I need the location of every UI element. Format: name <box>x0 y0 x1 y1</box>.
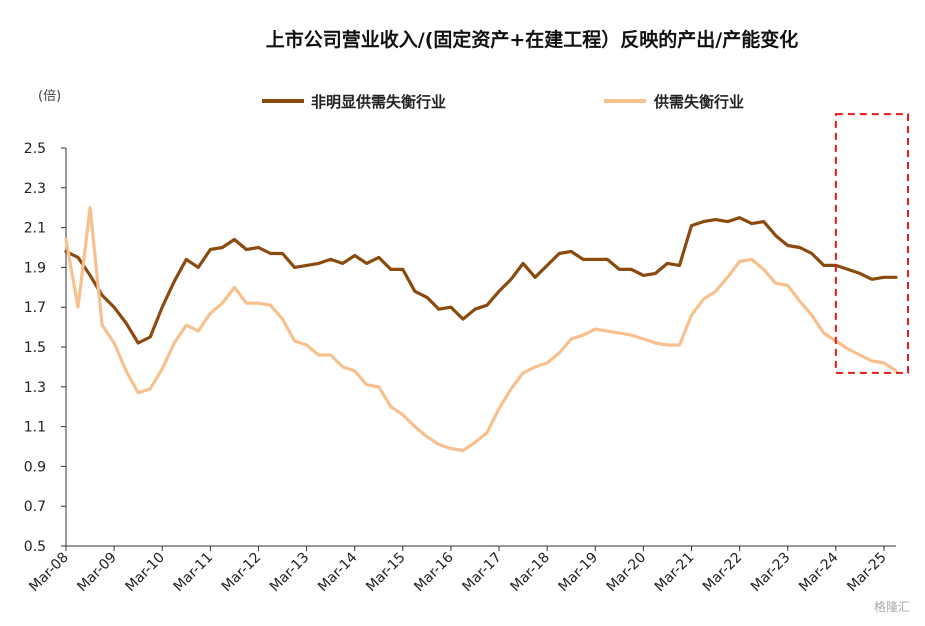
x-tick-label: Mar-15 <box>363 550 409 596</box>
x-tick-label: Mar-25 <box>844 550 890 596</box>
series-layer <box>64 206 898 453</box>
y-tick-label: 1.5 <box>24 340 46 356</box>
x-tick-label: Mar-19 <box>556 550 602 596</box>
y-tick-label: 1.3 <box>24 380 46 396</box>
legend-label-series-0: 非明显供需失衡行业 <box>311 93 446 111</box>
y-tick-label: 2.3 <box>24 181 46 197</box>
y-tick-label: 0.9 <box>24 459 46 475</box>
x-tick-label: Mar-08 <box>26 550 72 596</box>
x-tick-label: Mar-20 <box>604 550 650 596</box>
y-tick-label: 1.7 <box>24 300 46 316</box>
watermark-text: 格隆汇 <box>874 599 910 614</box>
highlight-box <box>834 113 910 374</box>
y-tick-label: 0.7 <box>24 499 46 515</box>
series-line-0 <box>64 216 898 345</box>
legend: 非明显供需失衡行业 供需失衡行业 <box>262 93 744 111</box>
x-tick-label: Mar-09 <box>74 550 120 596</box>
x-tick-label: Mar-22 <box>700 550 746 596</box>
x-tick-label: Mar-18 <box>507 550 553 596</box>
y-tick-label: 1.1 <box>24 420 46 436</box>
x-tick-label: Mar-17 <box>459 550 505 596</box>
y-tick-label: 1.9 <box>24 260 46 276</box>
y-tick-label: 2.5 <box>24 141 46 157</box>
x-tick-label: Mar-10 <box>123 550 169 596</box>
x-tick-label: Mar-14 <box>315 549 361 595</box>
x-tick-label: Mar-16 <box>411 549 457 595</box>
y-tick-label: 2.1 <box>24 221 46 237</box>
chart-title: 上市公司营业收入/(固定资产+在建工程）反映的产出/产能变化 <box>266 28 798 51</box>
x-tick-label: Mar-21 <box>652 550 698 596</box>
y-tick-label: 0.5 <box>24 539 46 555</box>
x-tick-label: Mar-13 <box>267 550 313 596</box>
legend-label-series-1: 供需失衡行业 <box>653 93 744 111</box>
x-tick-label: Mar-12 <box>219 550 265 596</box>
y-axis-unit-label: (倍) <box>38 89 61 104</box>
x-tick-label: Mar-11 <box>171 550 217 596</box>
series-line-1 <box>64 206 898 453</box>
x-tick-label: Mar-24 <box>796 549 842 595</box>
x-tick-label: Mar-23 <box>748 550 794 596</box>
